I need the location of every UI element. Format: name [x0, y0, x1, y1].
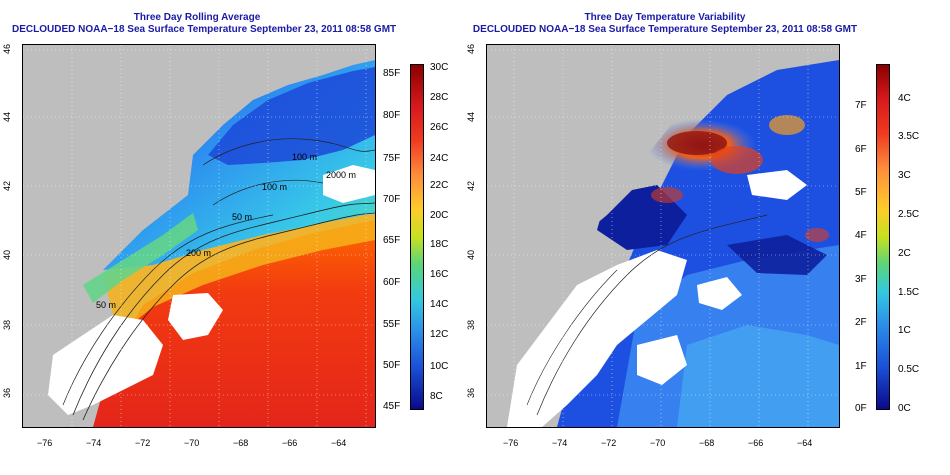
vcbar-c-1.5: 1.5C: [898, 287, 920, 298]
sst-colorbar: [410, 64, 424, 410]
cbar-f-45: 45F: [383, 401, 401, 412]
right-title-line2: DECLOUDED NOAA−18 Sea Surface Temperatur…: [472, 24, 858, 35]
right-xtick-68: −68: [699, 438, 715, 448]
cbar-c-10: 10C: [430, 361, 449, 372]
cbar-c-16: 16C: [430, 269, 449, 280]
coastline-land: [23, 45, 283, 427]
vcbar-f-5: 5F: [855, 187, 867, 198]
left-ytick-42: 42: [2, 180, 13, 192]
left-ytick-44: 44: [2, 111, 13, 123]
left-xtick-72: −72: [135, 438, 151, 448]
left-ytick-36: 36: [2, 387, 13, 399]
cbar-c-22: 22C: [430, 180, 449, 191]
frontal-zone: [103, 213, 375, 335]
cbar-c-14: 14C: [430, 299, 449, 310]
contour-label-2000m: 2000 m: [326, 170, 357, 180]
contour-label-200m: 200 m: [186, 248, 212, 258]
sst-variability-map: [486, 44, 840, 428]
left-title-line2: DECLOUDED NOAA−18 Sea Surface Temperatur…: [12, 24, 397, 35]
right-ytick-40: 40: [466, 249, 477, 261]
contour-label-50m-a: 50 m: [232, 212, 253, 222]
right-title-line1: Three Day Temperature Variability: [584, 12, 746, 23]
cbar-f-55: 55F: [383, 319, 401, 330]
cbar-c-18: 18C: [430, 239, 449, 250]
vcbar-f-0: 0F: [855, 403, 867, 414]
vcbar-c-0: 0C: [898, 403, 911, 414]
contour-label-50m-b: 50 m: [96, 300, 117, 310]
cbar-c-12: 12C: [430, 329, 449, 340]
cbar-f-60: 60F: [383, 277, 401, 288]
left-xtick-66: −66: [282, 438, 298, 448]
right-ytick-46: 46: [466, 43, 477, 55]
cbar-c-20: 20C: [430, 210, 449, 221]
cbar-f-85: 85F: [383, 68, 401, 79]
no-data-region: [507, 250, 687, 427]
right-xtick-76: −76: [503, 438, 519, 448]
cbar-c-30: 30C: [430, 62, 449, 73]
vcbar-c-3: 3C: [898, 170, 911, 181]
vcbar-f-6: 6F: [855, 144, 867, 155]
vcbar-c-3.5: 3.5C: [898, 131, 920, 142]
cbar-f-80: 80F: [383, 110, 401, 121]
left-xtick-70: −70: [184, 438, 200, 448]
left-xtick-76: −76: [37, 438, 53, 448]
cloud-gap: [48, 315, 163, 415]
vcbar-c-2.5: 2.5C: [898, 209, 920, 220]
right-xtick-64: −64: [797, 438, 813, 448]
gulf-stream-region: [93, 220, 375, 427]
left-xtick-64: −64: [331, 438, 347, 448]
left-title-line1: Three Day Rolling Average: [133, 12, 261, 23]
left-ytick-46: 46: [2, 43, 13, 55]
cbar-f-50: 50F: [383, 360, 401, 371]
cbar-f-70: 70F: [383, 194, 401, 205]
cbar-c-28: 28C: [430, 92, 449, 103]
vcbar-c-4: 4C: [898, 93, 911, 104]
right-ytick-38: 38: [466, 319, 477, 331]
vcbar-c-0.5: 0.5C: [898, 364, 920, 375]
cbar-c-26: 26C: [430, 122, 449, 133]
vcbar-c-2: 2C: [898, 248, 911, 259]
vcbar-c-1: 1C: [898, 325, 911, 336]
vcbar-f-2: 2F: [855, 317, 867, 328]
contour-label-100m-a: 100 m: [292, 152, 318, 162]
left-xtick-68: −68: [233, 438, 249, 448]
left-ytick-38: 38: [2, 319, 13, 331]
cbar-c-24: 24C: [430, 153, 449, 164]
left-xtick-74: −74: [86, 438, 102, 448]
contour-label-100m-b: 100 m: [262, 182, 288, 192]
right-ytick-42: 42: [466, 180, 477, 192]
vcbar-f-1: 1F: [855, 361, 867, 372]
vcbar-f-7: 7F: [855, 100, 867, 111]
right-xtick-66: −66: [748, 438, 764, 448]
sst-average-map: [22, 44, 376, 428]
right-xtick-72: −72: [601, 438, 617, 448]
cbar-f-65: 65F: [383, 235, 401, 246]
variability-colorbar: [876, 64, 890, 410]
right-xtick-70: −70: [650, 438, 666, 448]
left-ytick-40: 40: [2, 249, 13, 261]
cbar-f-75: 75F: [383, 153, 401, 164]
right-xtick-74: −74: [552, 438, 568, 448]
cbar-c-8: 8C: [430, 391, 443, 402]
vcbar-f-3: 3F: [855, 274, 867, 285]
gulf-of-maine: [208, 67, 375, 165]
right-ytick-44: 44: [466, 111, 477, 123]
right-ytick-36: 36: [466, 387, 477, 399]
vcbar-f-4: 4F: [855, 230, 867, 241]
